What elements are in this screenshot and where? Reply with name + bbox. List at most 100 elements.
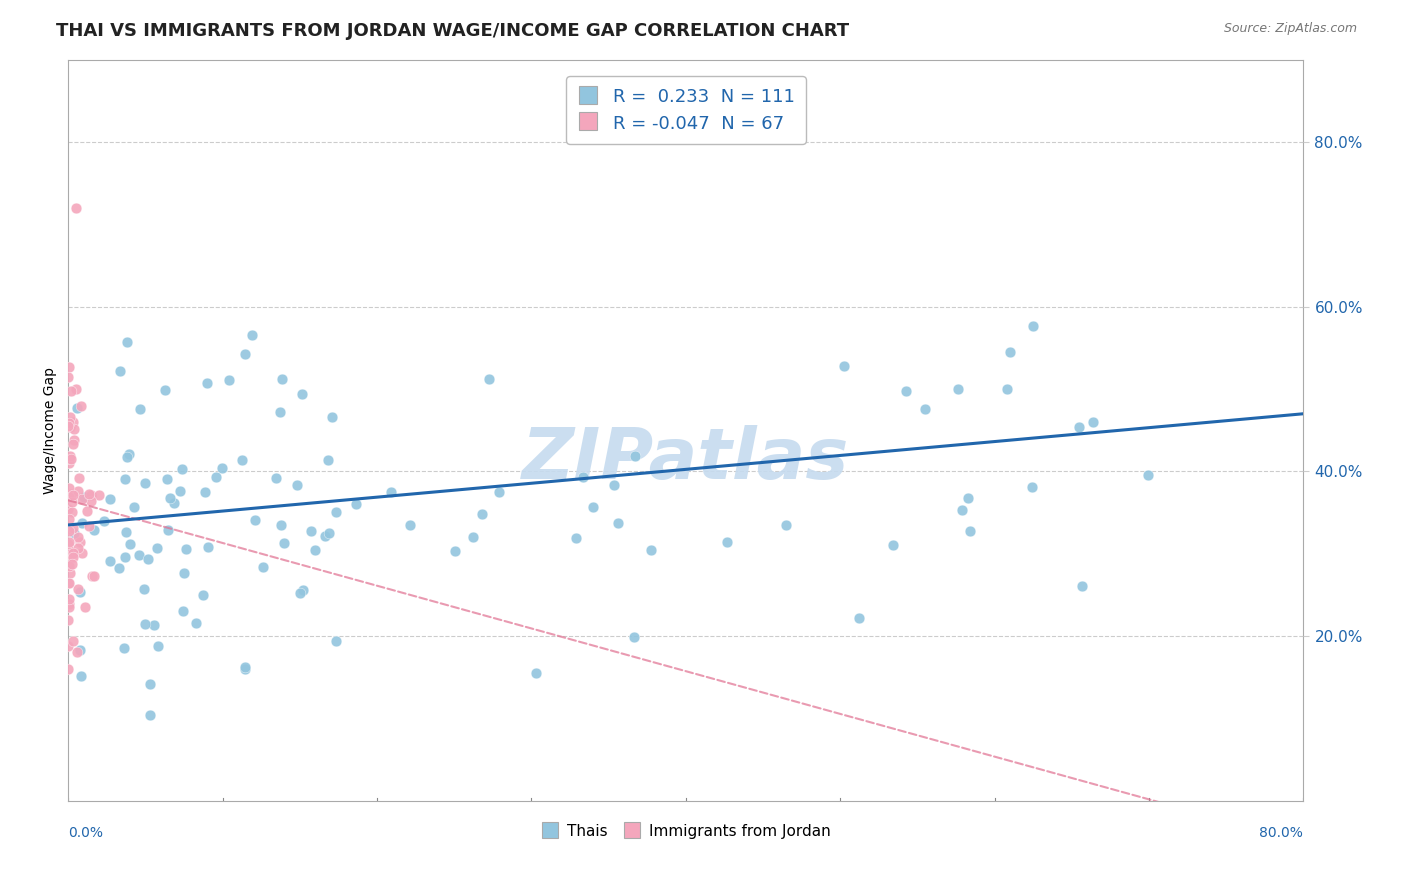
- Point: [318, 526, 340, 541]
- Point: [62, 521, 84, 535]
- Point: [398, 518, 420, 533]
- Point: [58, 537, 80, 551]
- Point: [138, 677, 160, 691]
- Point: [304, 542, 326, 557]
- Point: [59, 544, 82, 558]
- Point: [128, 548, 150, 562]
- Point: [58, 535, 80, 549]
- Point: [58, 456, 80, 470]
- Point: [233, 662, 256, 676]
- Point: [143, 618, 166, 632]
- Point: [325, 505, 347, 519]
- Point: [69, 585, 91, 599]
- Point: [58, 600, 80, 615]
- Point: [1137, 467, 1160, 482]
- Point: [1021, 480, 1043, 494]
- Point: [461, 530, 484, 544]
- Point: [572, 470, 595, 484]
- Point: [271, 372, 294, 386]
- Point: [59, 450, 82, 464]
- Point: [62, 549, 84, 564]
- Point: [80, 493, 103, 508]
- Point: [233, 347, 256, 361]
- Point: [100, 554, 122, 568]
- Point: [273, 536, 295, 550]
- Point: [134, 582, 156, 597]
- Point: [344, 497, 367, 511]
- Point: [950, 503, 973, 517]
- Point: [136, 551, 159, 566]
- Point: [58, 575, 80, 590]
- Point: [63, 525, 86, 540]
- Point: [156, 472, 179, 486]
- Point: [58, 501, 80, 516]
- Point: [640, 542, 662, 557]
- Point: [197, 540, 219, 554]
- Point: [565, 531, 588, 545]
- Point: [172, 604, 194, 618]
- Point: [163, 496, 186, 510]
- Point: [488, 484, 510, 499]
- Point: [58, 419, 80, 434]
- Point: [62, 633, 84, 648]
- Point: [83, 569, 105, 583]
- Point: [775, 518, 797, 533]
- Point: [62, 494, 84, 508]
- Point: [114, 472, 136, 486]
- Point: [65, 383, 87, 397]
- Point: [108, 560, 131, 574]
- Point: [946, 383, 969, 397]
- Point: [58, 553, 80, 567]
- Point: [291, 387, 314, 401]
- Point: [832, 359, 855, 373]
- Y-axis label: Wage/Income Gap: Wage/Income Gap: [44, 367, 58, 494]
- Point: [76, 504, 98, 518]
- Point: [70, 669, 93, 683]
- Point: [623, 630, 645, 644]
- Point: [264, 470, 287, 484]
- Point: [995, 382, 1018, 396]
- Point: [235, 660, 257, 674]
- Point: [444, 543, 467, 558]
- Point: [58, 416, 80, 430]
- Point: [269, 405, 291, 419]
- Point: [134, 617, 156, 632]
- Text: 0.0%: 0.0%: [69, 826, 103, 840]
- Point: [128, 402, 150, 417]
- Point: [58, 490, 80, 504]
- Point: [73, 490, 96, 504]
- Point: [195, 376, 218, 391]
- Point: [146, 639, 169, 653]
- Point: [240, 328, 263, 343]
- Point: [882, 538, 904, 552]
- Text: Source: ZipAtlas.com: Source: ZipAtlas.com: [1223, 22, 1357, 36]
- Point: [524, 665, 547, 680]
- Point: [134, 476, 156, 491]
- Point: [69, 535, 91, 549]
- Point: [67, 471, 90, 485]
- Point: [66, 401, 89, 415]
- Point: [169, 484, 191, 499]
- Point: [77, 486, 100, 500]
- Point: [62, 546, 84, 560]
- Point: [120, 537, 142, 551]
- Point: [290, 586, 312, 600]
- Point: [62, 488, 84, 502]
- Point: [66, 541, 89, 555]
- Point: [380, 485, 402, 500]
- Point: [115, 450, 138, 464]
- Point: [252, 559, 274, 574]
- Point: [321, 410, 343, 425]
- Point: [138, 708, 160, 723]
- Point: [159, 491, 181, 506]
- Point: [83, 523, 105, 537]
- Point: [58, 522, 80, 536]
- Point: [59, 420, 82, 434]
- Point: [58, 482, 80, 496]
- Legend: Thais, Immigrants from Jordan: Thais, Immigrants from Jordan: [534, 817, 837, 845]
- Point: [70, 491, 93, 506]
- Point: [211, 461, 233, 475]
- Point: [72, 546, 94, 560]
- Point: [87, 488, 110, 502]
- Point: [60, 557, 83, 571]
